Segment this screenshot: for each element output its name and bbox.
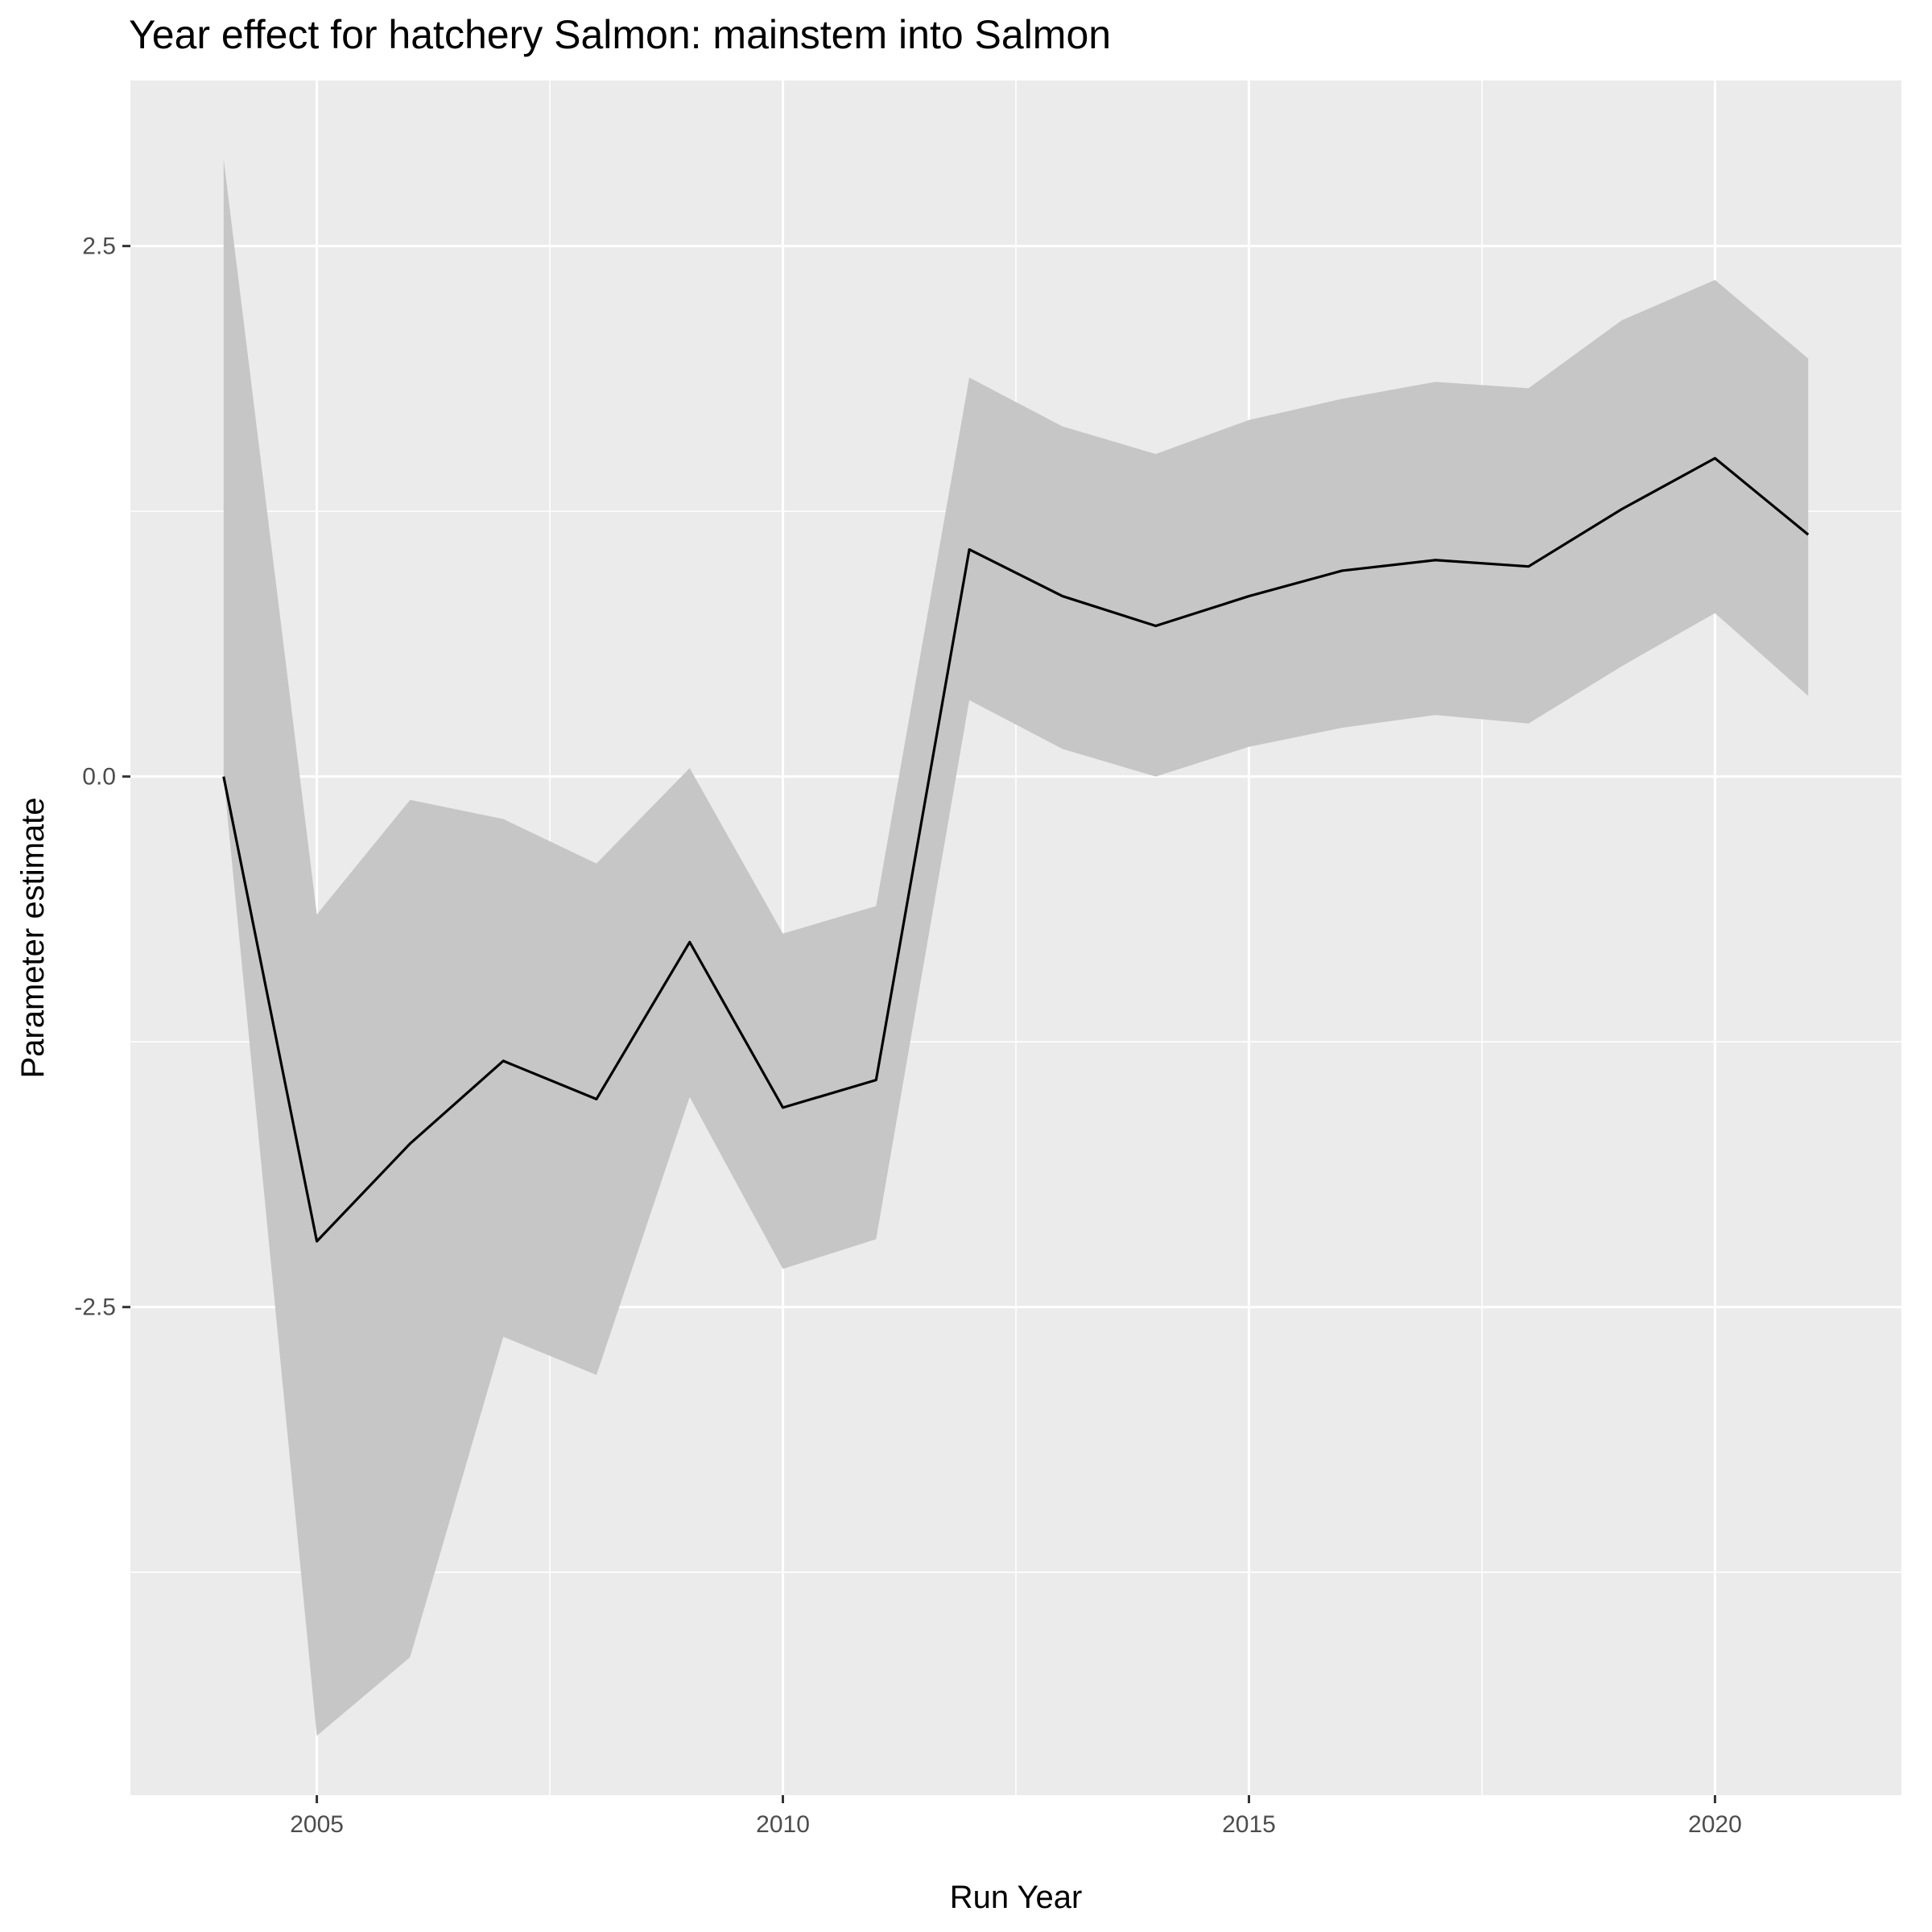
y-tick-label: -2.5 xyxy=(74,1294,116,1321)
x-tick-label: 2020 xyxy=(1688,1811,1742,1838)
chart-title: Year effect for hatchery Salmon: mainste… xyxy=(129,12,1112,57)
x-tick-label: 2005 xyxy=(290,1811,344,1838)
y-tick-label: 0.0 xyxy=(82,764,116,791)
estimate-line xyxy=(222,456,1810,1243)
x-axis: 2005 2010 2015 2020 xyxy=(290,1795,1742,1838)
y-axis: -2.5 0.0 2.5 xyxy=(74,233,130,1321)
x-axis-title: Run Year xyxy=(950,1880,1083,1915)
x-tick-label: 2015 xyxy=(1222,1811,1276,1838)
y-tick-label: 2.5 xyxy=(82,233,116,260)
x-tick-label: 2010 xyxy=(756,1811,810,1838)
y-axis-title: Parameter estimate xyxy=(15,797,51,1078)
confidence-ribbon xyxy=(223,159,1809,1736)
